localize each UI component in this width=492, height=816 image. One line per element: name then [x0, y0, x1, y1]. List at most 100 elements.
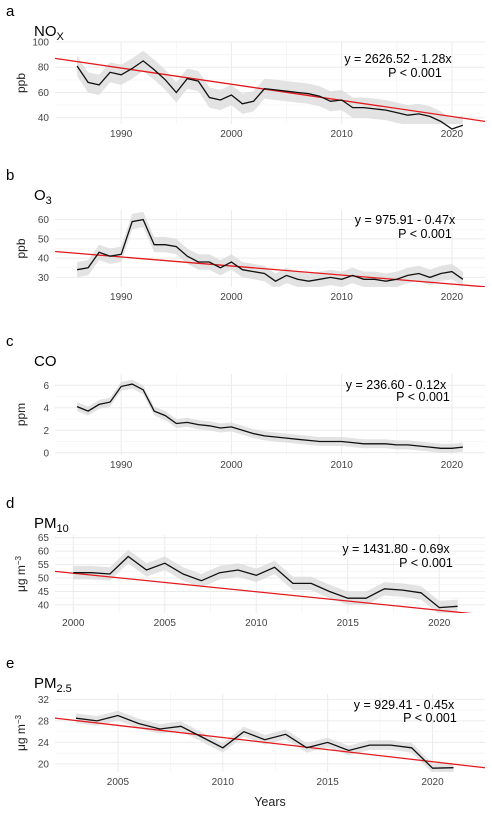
y-tick-label: 50: [38, 574, 50, 585]
y-axis-label: ppb: [14, 238, 28, 258]
y-tick-label: 28: [38, 716, 50, 727]
y-tick-label: 2: [43, 426, 49, 437]
panel-letter: b: [6, 167, 14, 184]
panel-letter: d: [6, 495, 14, 512]
y-tick-label: 60: [38, 547, 50, 558]
panel-b: 1990 2000 2010 2020 30 40 50 60 ppb b O3 y = 975.91…: [6, 167, 485, 303]
y-axis-label-text: ppb: [14, 238, 28, 258]
y-axis-label-superscript: −3: [14, 555, 23, 565]
panel-c: 1990 2000 2010 2020 0 2 4 6 ppm c CO y = 236.60 - 0…: [6, 333, 485, 522]
p-value: P < 0.001: [398, 227, 452, 241]
panel-title: CO: [34, 353, 57, 370]
p-value: P < 0.001: [403, 711, 457, 725]
panel-title-subscript: 3: [46, 195, 52, 207]
trend-line: [55, 250, 485, 287]
panel-title-main: PM: [34, 515, 57, 532]
panel-letter: c: [6, 333, 14, 350]
panel-title-subscript: X: [57, 31, 65, 43]
x-tick-label: 2000: [220, 292, 243, 303]
p-value: P < 0.001: [388, 66, 442, 80]
y-tick-label: 65: [38, 533, 50, 544]
data-series-line: [76, 383, 463, 449]
x-tick-label: 2010: [331, 460, 354, 471]
p-value: P < 0.001: [396, 390, 450, 404]
y-tick-label: 45: [38, 587, 50, 598]
x-tick-label: 2020: [441, 292, 464, 303]
y-axis-label: μg m−3: [14, 555, 28, 592]
y-axis-label: μg m−3: [14, 714, 28, 751]
panel-title-main: CO: [34, 353, 57, 370]
confidence-band: [77, 379, 463, 453]
data-series-line: [76, 218, 464, 282]
x-tick-label: 1990: [110, 460, 133, 471]
y-tick-label: 50: [38, 234, 50, 245]
regression-equation: y = 236.60 - 0.12x: [346, 378, 447, 392]
y-tick-label: 40: [38, 254, 50, 265]
y-tick-label: 60: [38, 215, 50, 226]
y-tick-label: 100: [32, 38, 49, 49]
x-tick-label: 2020: [421, 777, 444, 788]
x-tick-label: 2010: [245, 618, 268, 629]
panel-d: 2000 2005 2010 2015 2020 40 45 50 55 60 65 μg m−3 d P…: [6, 495, 485, 629]
regression-equation: y = 2626.52 - 1.28x: [344, 52, 452, 66]
y-axis-label-text: μg m: [14, 565, 28, 592]
x-tick-label: 2010: [331, 292, 354, 303]
x-tick-label: 2000: [62, 618, 85, 629]
panel-title-main: O: [34, 187, 46, 204]
y-tick-label: 60: [38, 88, 50, 99]
panel-title-main: NO: [34, 23, 57, 40]
y-tick-label: 24: [38, 738, 50, 749]
panel-title-main: PM: [34, 675, 57, 692]
panel-title-subscript: 2.5: [57, 683, 72, 695]
x-tick-label: 1990: [110, 292, 133, 303]
x-tick-label: 2015: [317, 777, 340, 788]
panel-title: NOX: [34, 23, 65, 43]
panel-title: PM10: [34, 515, 69, 535]
y-axis-label-text: μg m: [14, 724, 28, 751]
p-value: P < 0.001: [399, 556, 453, 570]
y-axis-label-superscript: −3: [14, 714, 23, 724]
x-tick-label: 1990: [110, 129, 133, 140]
y-tick-label: 30: [38, 273, 50, 284]
regression-equation: y = 1431.80 - 0.69x: [342, 542, 450, 556]
y-tick-label: 6: [43, 381, 49, 392]
panel-letter: e: [6, 655, 14, 672]
confidence-band: [76, 710, 454, 772]
y-tick-label: 80: [38, 63, 50, 74]
x-tick-label: 2015: [337, 618, 360, 629]
y-tick-label: 0: [43, 448, 49, 459]
y-tick-label: 55: [38, 560, 50, 571]
confidence-band: [77, 211, 463, 287]
x-tick-label: 2000: [220, 460, 243, 471]
trend-line: [55, 469, 485, 522]
x-tick-label: 2005: [107, 777, 130, 788]
x-tick-label: 2000: [220, 129, 243, 140]
x-axis-label: Years: [254, 795, 286, 809]
x-tick-label: 2020: [441, 460, 464, 471]
trend-line: [55, 717, 485, 769]
regression-equation: y = 975.91 - 0.47x: [355, 213, 456, 227]
panel-letter: a: [6, 3, 15, 20]
confidence-band: [77, 50, 463, 124]
y-tick-label: 4: [43, 403, 49, 414]
y-axis-label: ppm: [14, 403, 28, 426]
y-tick-label: 20: [38, 759, 50, 770]
y-axis-label-text: ppm: [14, 403, 28, 426]
x-tick-label: 2020: [441, 129, 464, 140]
panel-title: PM2.5: [34, 675, 72, 695]
x-tick-label: 2010: [331, 129, 354, 140]
panel-title-subscript: 10: [57, 523, 69, 535]
y-axis-label-text: ppb: [14, 73, 28, 93]
y-axis-label: ppb: [14, 73, 28, 93]
data-series-line: [75, 714, 454, 769]
x-tick-label: 2010: [212, 777, 235, 788]
x-tick-label: 2005: [154, 618, 177, 629]
trend-line: [55, 570, 473, 613]
data-series-line: [76, 60, 464, 130]
x-tick-label: 2020: [428, 618, 451, 629]
panel-title: O3: [34, 187, 52, 207]
y-tick-label: 40: [38, 113, 50, 124]
